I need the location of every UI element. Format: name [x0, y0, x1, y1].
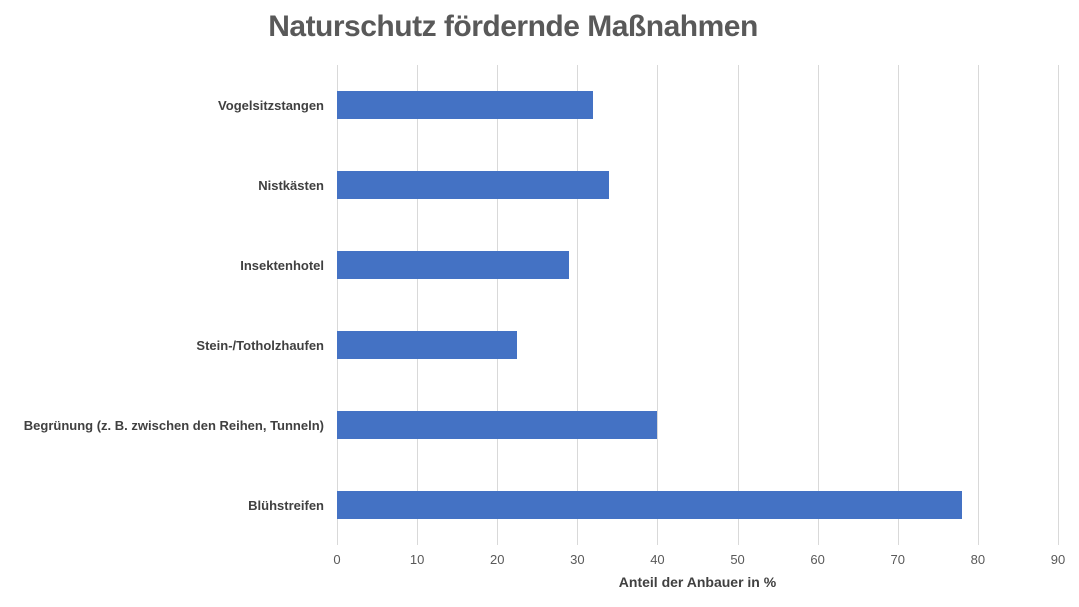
- x-axis-tick-label: 0: [333, 552, 341, 567]
- category-label: Stein-/Totholzhaufen: [196, 337, 324, 353]
- x-axis-tick-label: 90: [1050, 552, 1066, 567]
- gridline: [577, 65, 579, 545]
- bar-4: [337, 331, 518, 359]
- gridline: [497, 65, 499, 545]
- bar-1: [337, 91, 594, 119]
- gridline: [417, 65, 419, 545]
- gridline: [977, 65, 979, 545]
- bar-2: [337, 171, 610, 199]
- bar-5: [337, 411, 658, 439]
- x-axis-tick-label: 10: [409, 552, 425, 567]
- x-axis-tick-label: 70: [890, 552, 905, 567]
- x-axis-tick-label: 30: [570, 552, 585, 567]
- x-axis-tick-label: 20: [489, 552, 505, 567]
- gridline: [817, 65, 819, 545]
- x-axis-tick-label: 50: [730, 552, 745, 567]
- gridline: [897, 65, 899, 545]
- x-axis-tick-labels: 0 10 20 30 40 50 60 70 80 90: [333, 552, 1065, 570]
- gridline: [1058, 65, 1059, 545]
- category-label: Insektenhotel: [240, 257, 324, 273]
- plot-area: [337, 65, 1059, 545]
- category-label: Vogelsitzstangen: [218, 97, 324, 113]
- bar-3: [337, 251, 570, 279]
- gridline: [737, 65, 739, 545]
- x-axis-title: Anteil der Anbauer in %: [618, 574, 777, 590]
- gridline: [337, 65, 338, 545]
- gridline: [657, 65, 659, 545]
- x-axis-tick-label: 60: [810, 552, 825, 567]
- x-axis-tick-label: 40: [650, 552, 665, 567]
- chart-title: Naturschutz fördernde Maßnahmen: [268, 10, 758, 43]
- category-label: Blühstreifen: [248, 497, 324, 513]
- category-axis: Vogelsitzstangen Nistkästen Insektenhotel S…: [0, 65, 324, 545]
- x-axis-tick-label: 80: [970, 552, 986, 567]
- bar-6: [337, 491, 962, 519]
- category-label: Nistkästen: [258, 177, 324, 193]
- category-label: Begrünung (z. B. zwischen den Reihen, Tu…: [23, 417, 324, 433]
